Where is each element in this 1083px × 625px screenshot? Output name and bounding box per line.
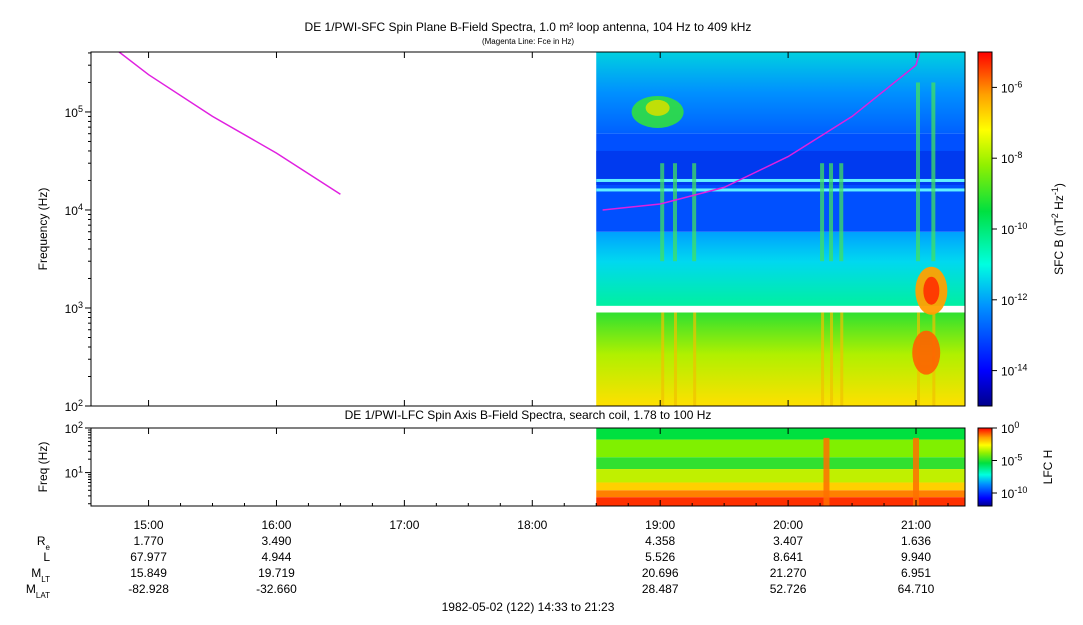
ephemeris-row-label: MLT bbox=[31, 566, 50, 584]
ephemeris-value: 19.719 bbox=[258, 566, 295, 580]
sfc-colorbar-tick-label: 10-14 bbox=[1001, 363, 1027, 379]
ephemeris-value: 5.526 bbox=[645, 550, 675, 564]
ephemeris-row-label: Re bbox=[37, 534, 51, 552]
ephemeris-row-label: MLAT bbox=[26, 582, 50, 600]
ephemeris-value: 20.696 bbox=[642, 566, 679, 580]
sfc-y-tick-label: 103 bbox=[65, 300, 83, 316]
ephemeris-value: 8.641 bbox=[773, 550, 803, 564]
ephemeris-value: 1.636 bbox=[901, 534, 931, 548]
ephemeris-value: 15.849 bbox=[130, 566, 167, 580]
sfc-colorbar-label: SFC B (nT2 Hz-1) bbox=[1050, 183, 1066, 275]
lfc-colorbar: 100 10-5 10-10 LFC H bbox=[977, 420, 1055, 507]
fce-line-segment bbox=[118, 52, 341, 195]
ephemeris-value: 9.940 bbox=[901, 550, 931, 564]
sfc-fce-line bbox=[118, 52, 921, 211]
sfc-colorbar-tick-label: 10-8 bbox=[1001, 150, 1022, 166]
sfc-subtitle: (Magenta Line: Fce in Hz) bbox=[482, 37, 574, 46]
ephemeris-value: 6.951 bbox=[901, 566, 931, 580]
sfc-colorbar: 10-6 10-8 10-10 10-12 10-14 SFC B (nT2 Hz-1) bbox=[977, 51, 1066, 407]
time-tick-label: 21:00 bbox=[901, 518, 931, 532]
ephemeris-value: 52.726 bbox=[770, 582, 807, 596]
ephemeris-value: -32.660 bbox=[256, 582, 297, 596]
time-tick-label: 15:00 bbox=[134, 518, 164, 532]
ephemeris-table: Re 1.770 3.490 4.358 3.407 1.636 L 67.977 4.944 5… bbox=[26, 534, 935, 600]
lfc-spectrogram-panel: 101 102 Freq (Hz) bbox=[36, 420, 966, 507]
lfc-y-axis: 101 102 bbox=[65, 420, 91, 505]
lfc-colorbar-tick-label: 10-10 bbox=[1001, 485, 1027, 501]
lfc-title: DE 1/PWI-LFC Spin Axis B-Field Spectra, … bbox=[345, 408, 712, 422]
ephemeris-value: 3.490 bbox=[261, 534, 291, 548]
fce-line-segment bbox=[602, 52, 921, 211]
lfc-y-tick-label: 101 bbox=[65, 465, 83, 481]
lfc-colorbar-tick-label: 10-5 bbox=[1001, 453, 1022, 469]
sfc-title: DE 1/PWI-SFC Spin Plane B-Field Spectra,… bbox=[305, 20, 752, 34]
ephemeris-value: 28.487 bbox=[642, 582, 679, 596]
sfc-colorbar-tick-label: 10-10 bbox=[1001, 221, 1027, 237]
ephemeris-row-label: L bbox=[43, 550, 50, 564]
lfc-y-tick-label: 102 bbox=[65, 420, 83, 436]
sfc-y-label: Frequency (Hz) bbox=[36, 188, 50, 271]
time-tick-label: 19:00 bbox=[645, 518, 675, 532]
ephemeris-value: 4.358 bbox=[645, 534, 675, 548]
time-tick-label: 17:00 bbox=[389, 518, 419, 532]
sfc-y-axis: 102 103 104 105 bbox=[65, 52, 91, 414]
sfc-y-tick-label: 102 bbox=[65, 398, 83, 414]
ephemeris-value: 3.407 bbox=[773, 534, 803, 548]
sfc-y-tick-label: 104 bbox=[65, 202, 83, 218]
sfc-colorbar-tick-label: 10-12 bbox=[1001, 292, 1027, 308]
lfc-spectrogram-data bbox=[596, 428, 965, 506]
ephemeris-value: 1.770 bbox=[134, 534, 164, 548]
time-tick-label: 20:00 bbox=[773, 518, 803, 532]
ephemeris-value: -82.928 bbox=[128, 582, 169, 596]
ephemeris-value: 67.977 bbox=[130, 550, 167, 564]
time-tick-label: 16:00 bbox=[261, 518, 291, 532]
time-axis: 15:00 16:00 17:00 18:00 19:00 20:00 21:00 bbox=[134, 52, 949, 532]
lfc-colorbar-tick-label: 100 bbox=[1001, 420, 1019, 436]
lfc-y-label: Freq (Hz) bbox=[36, 442, 50, 493]
ephemeris-value: 21.270 bbox=[770, 566, 807, 580]
sfc-y-tick-label: 105 bbox=[65, 104, 83, 120]
sfc-colorbar-tick-label: 10-6 bbox=[1001, 79, 1022, 95]
date-range-label: 1982-05-02 (122) 14:33 to 21:23 bbox=[442, 600, 615, 614]
time-tick-label: 18:00 bbox=[517, 518, 547, 532]
sfc-spectrogram-panel: 102 103 104 105 Frequency (Hz) bbox=[36, 51, 966, 414]
sfc-spectrogram-data bbox=[596, 52, 965, 406]
lfc-colorbar-label: LFC H bbox=[1041, 450, 1055, 485]
ephemeris-value: 64.710 bbox=[898, 582, 935, 596]
ephemeris-value: 4.944 bbox=[261, 550, 291, 564]
